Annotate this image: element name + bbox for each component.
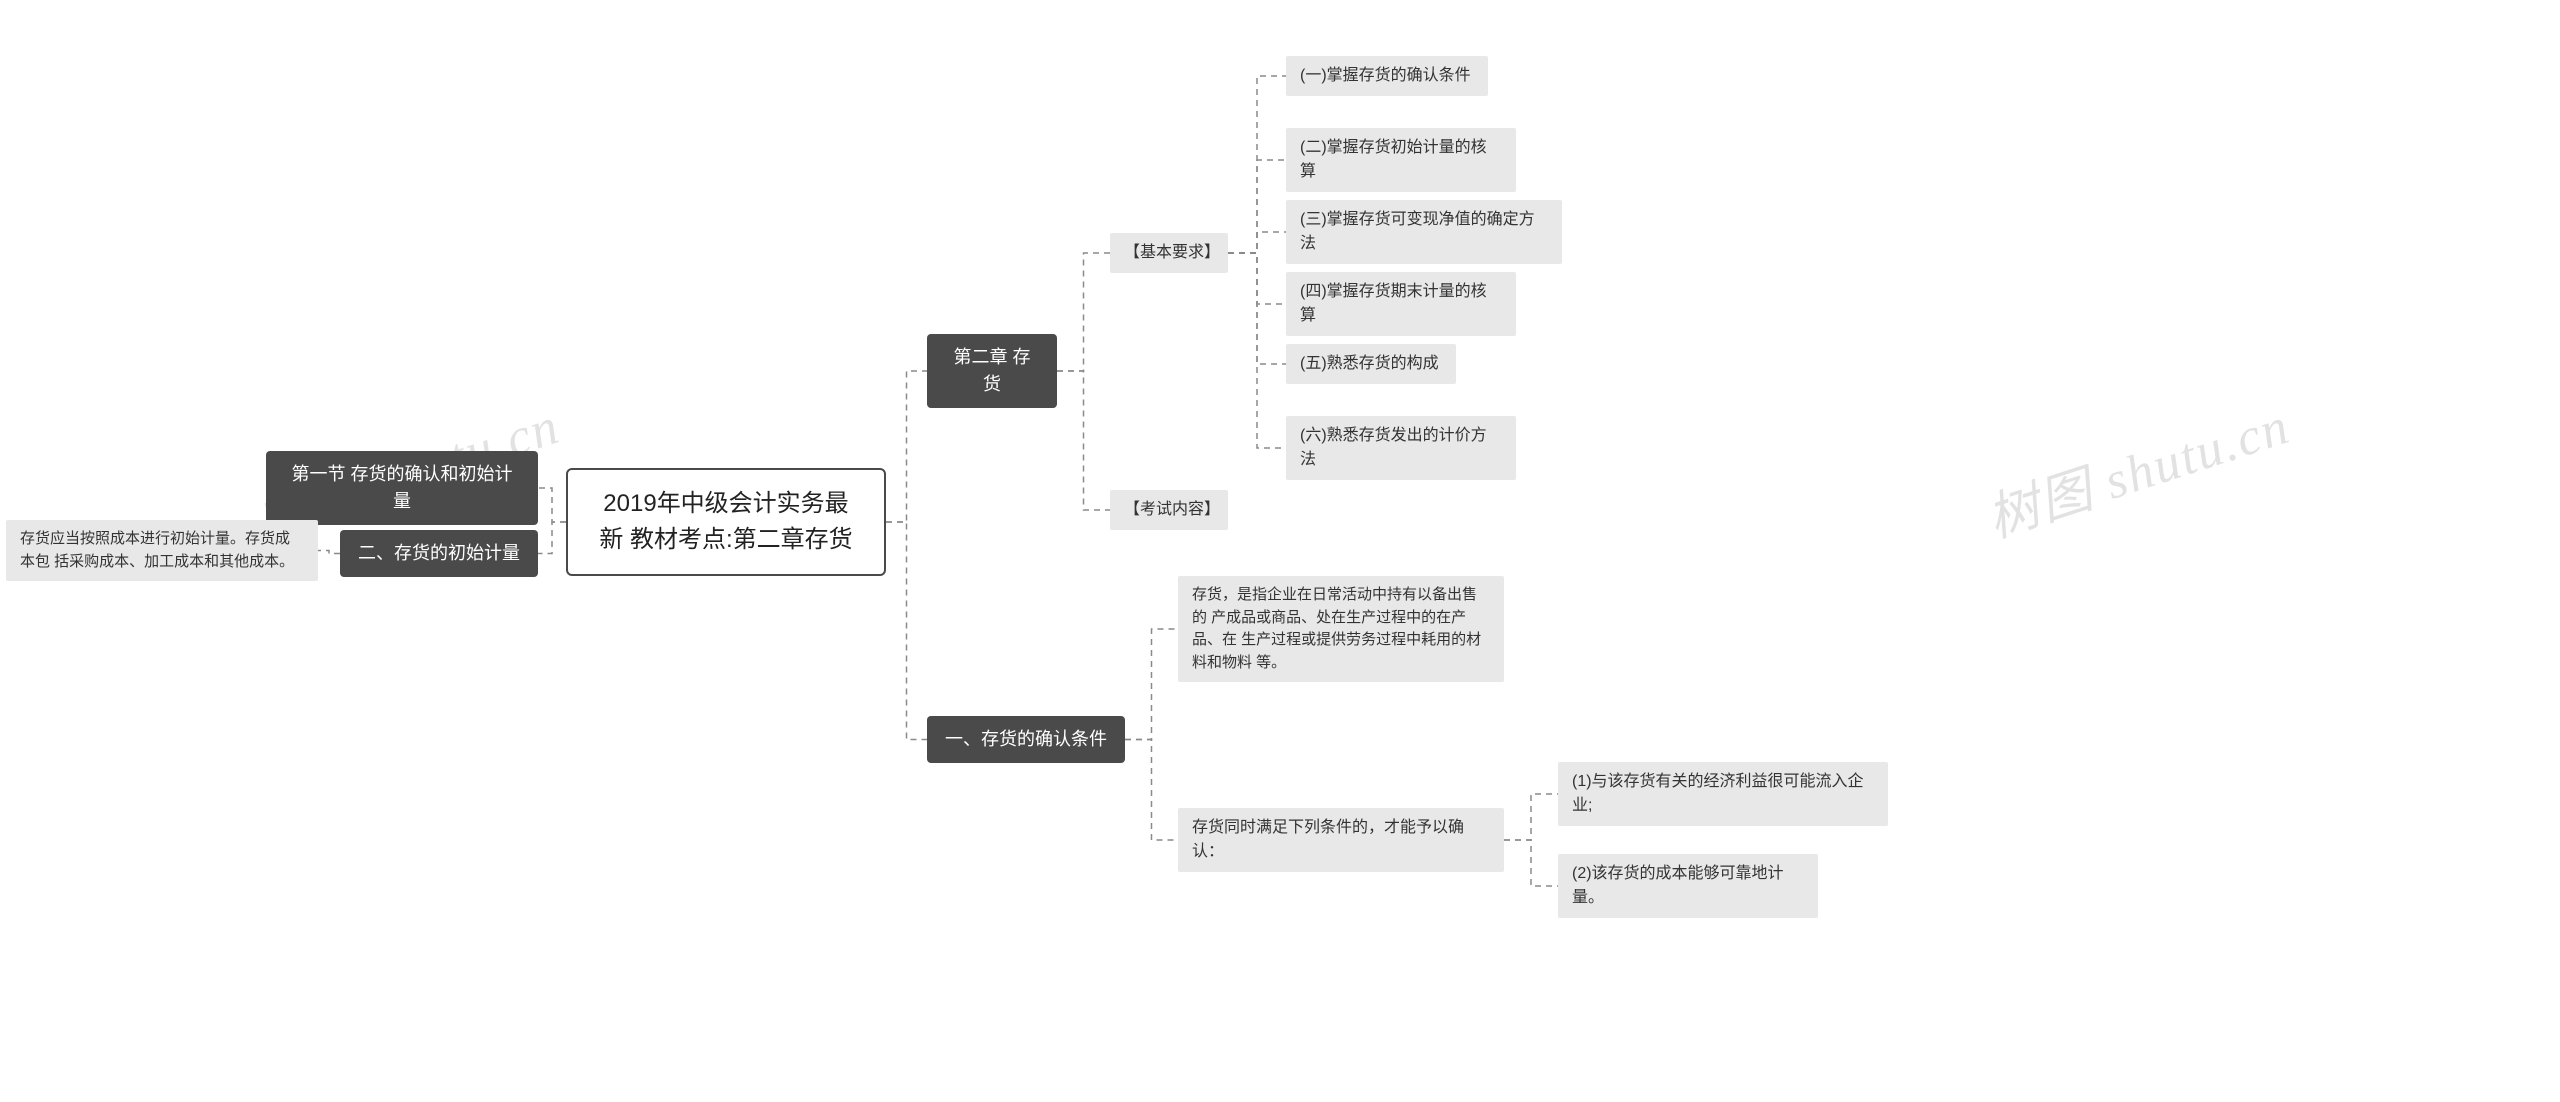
watermark-2: 树图 shutu.cn (1976, 383, 2298, 551)
leaf-exam-content: 【考试内容】 (1110, 490, 1228, 530)
leaf-cond-2: (2)该存货的成本能够可靠地计量。 (1558, 854, 1818, 918)
branch-initial-measure: 二、存货的初始计量 (340, 530, 538, 577)
leaf-cond-1: (1)与该存货有关的经济利益很可能流入企业; (1558, 762, 1888, 826)
branch-section1: 第一节 存货的确认和初始计量 (266, 451, 538, 525)
leaf-initial-measure-desc: 存货应当按照成本进行初始计量。存货成本包 括采购成本、加工成本和其他成本。 (6, 520, 318, 581)
mindmap-root: 2019年中级会计实务最新 教材考点:第二章存货 (566, 468, 886, 576)
branch-chapter2: 第二章 存货 (927, 334, 1057, 408)
leaf-basic-req: 【基本要求】 (1110, 233, 1228, 273)
leaf-req-3: (三)掌握存货可变现净值的确定方法 (1286, 200, 1562, 264)
branch-recognition-cond: 一、存货的确认条件 (927, 716, 1125, 763)
leaf-recognition-intro: 存货同时满足下列条件的，才能予以确认： (1178, 808, 1504, 872)
leaf-req-5: (五)熟悉存货的构成 (1286, 344, 1456, 384)
leaf-req-2: (二)掌握存货初始计量的核算 (1286, 128, 1516, 192)
leaf-inventory-def: 存货，是指企业在日常活动中持有以备出售的 产成品或商品、处在生产过程中的在产品、… (1178, 576, 1504, 682)
leaf-req-4: (四)掌握存货期末计量的核算 (1286, 272, 1516, 336)
leaf-req-1: (一)掌握存货的确认条件 (1286, 56, 1488, 96)
leaf-req-6: (六)熟悉存货发出的计价方法 (1286, 416, 1516, 480)
